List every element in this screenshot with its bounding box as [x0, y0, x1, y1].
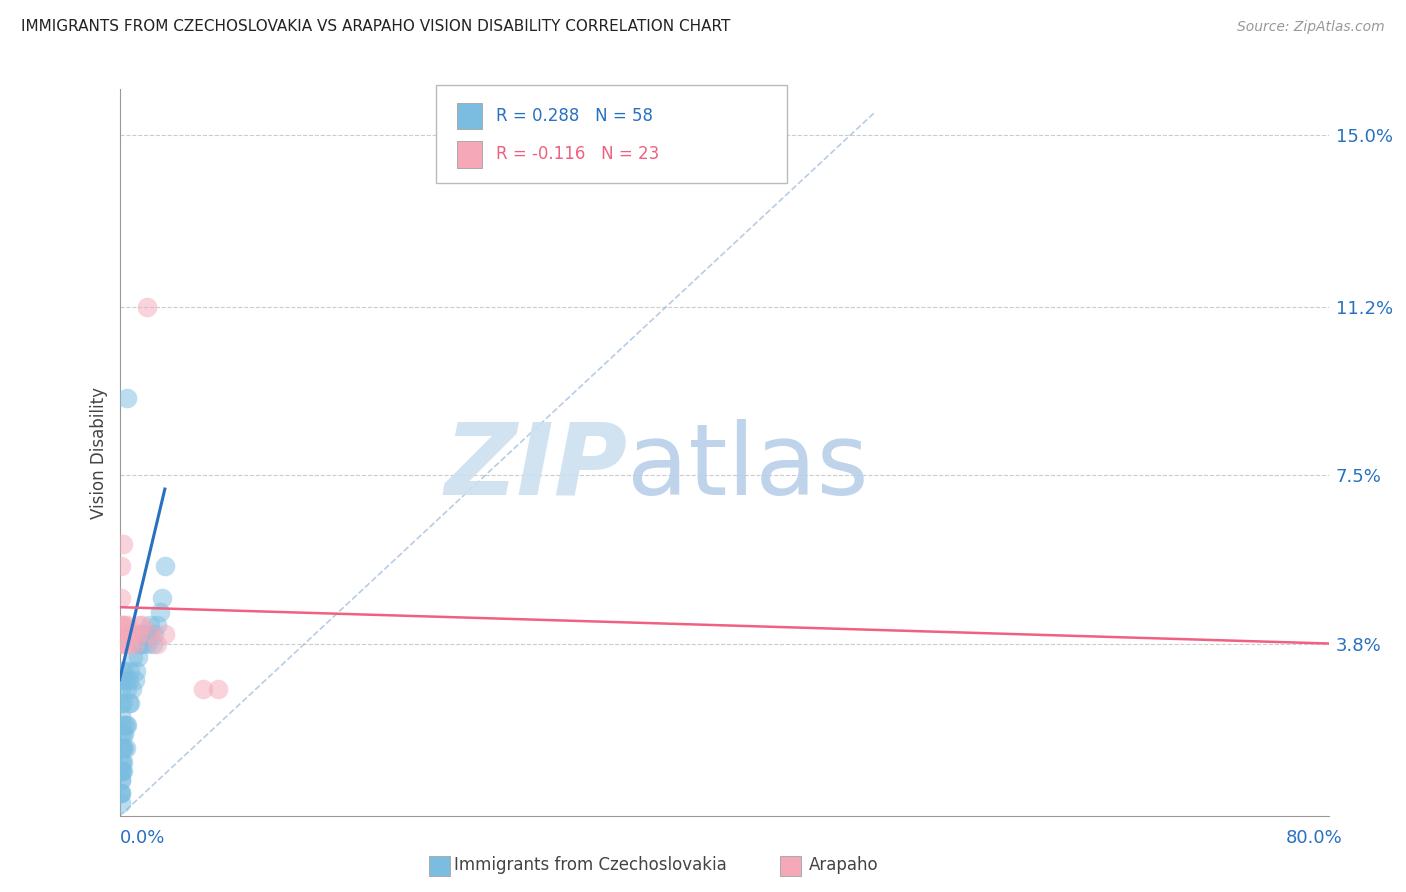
- Point: [120, 664, 142, 678]
- Point: [191, 681, 214, 696]
- Point: [124, 673, 146, 687]
- Point: [110, 664, 132, 678]
- Point: [111, 741, 134, 756]
- Point: [111, 741, 134, 756]
- Point: [150, 591, 173, 606]
- Point: [115, 718, 138, 732]
- Point: [128, 618, 150, 632]
- Text: Immigrants from Czechoslovakia: Immigrants from Czechoslovakia: [454, 855, 727, 873]
- Point: [110, 709, 132, 723]
- Point: [117, 673, 139, 687]
- Point: [121, 681, 143, 696]
- Point: [111, 696, 134, 710]
- Text: IMMIGRANTS FROM CZECHOSLOVAKIA VS ARAPAHO VISION DISABILITY CORRELATION CHART: IMMIGRANTS FROM CZECHOSLOVAKIA VS ARAPAH…: [21, 20, 731, 34]
- Point: [112, 741, 135, 756]
- Point: [120, 627, 142, 641]
- Point: [110, 787, 132, 801]
- Point: [110, 718, 132, 732]
- Point: [153, 627, 176, 641]
- Point: [138, 618, 162, 632]
- Point: [112, 727, 135, 741]
- Point: [111, 618, 134, 632]
- Point: [110, 796, 132, 810]
- Point: [110, 764, 132, 778]
- Text: Source: ZipAtlas.com: Source: ZipAtlas.com: [1237, 21, 1385, 34]
- Point: [110, 787, 132, 801]
- Point: [110, 764, 132, 778]
- Point: [111, 755, 134, 769]
- Point: [122, 650, 145, 665]
- Point: [110, 772, 132, 787]
- Point: [110, 591, 132, 606]
- Point: [124, 636, 146, 650]
- Text: Arapaho: Arapaho: [808, 855, 879, 873]
- Point: [128, 636, 150, 650]
- Point: [110, 727, 132, 741]
- Point: [125, 664, 148, 678]
- Y-axis label: Vision Disability: Vision Disability: [90, 387, 108, 518]
- Point: [114, 718, 136, 732]
- Point: [135, 300, 157, 314]
- Point: [142, 636, 165, 650]
- Point: [131, 636, 153, 650]
- Point: [110, 772, 132, 787]
- Point: [110, 636, 132, 650]
- Point: [111, 764, 134, 778]
- Point: [110, 764, 132, 778]
- Point: [111, 755, 134, 769]
- Point: [110, 741, 132, 756]
- Point: [129, 627, 152, 641]
- Point: [132, 627, 155, 641]
- Point: [131, 618, 153, 632]
- Point: [114, 673, 136, 687]
- Point: [138, 627, 162, 641]
- Point: [112, 718, 135, 732]
- Point: [135, 636, 157, 650]
- Text: R = 0.288   N = 58: R = 0.288 N = 58: [496, 107, 654, 125]
- Point: [115, 391, 138, 405]
- Point: [143, 627, 166, 641]
- Text: 0.0%: 0.0%: [120, 829, 165, 847]
- Point: [110, 696, 132, 710]
- Point: [110, 755, 132, 769]
- Point: [112, 664, 135, 678]
- Point: [207, 681, 229, 696]
- Text: ZIP: ZIP: [444, 418, 627, 516]
- Point: [146, 618, 169, 632]
- Point: [153, 559, 176, 574]
- Point: [111, 727, 134, 741]
- Point: [117, 696, 139, 710]
- Point: [127, 650, 149, 665]
- Point: [110, 673, 132, 687]
- Point: [115, 681, 138, 696]
- Point: [110, 618, 132, 632]
- Point: [110, 681, 132, 696]
- Point: [149, 605, 172, 619]
- Point: [136, 627, 159, 641]
- Point: [110, 787, 132, 801]
- Point: [127, 627, 149, 641]
- Point: [114, 741, 136, 756]
- Point: [121, 627, 143, 641]
- Point: [120, 696, 142, 710]
- Point: [110, 559, 132, 574]
- Point: [112, 618, 135, 632]
- Point: [111, 536, 134, 550]
- Text: R = -0.116   N = 23: R = -0.116 N = 23: [496, 145, 659, 163]
- Point: [111, 764, 134, 778]
- Point: [114, 636, 136, 650]
- Text: 80.0%: 80.0%: [1286, 829, 1343, 847]
- Text: atlas: atlas: [627, 418, 869, 516]
- Point: [146, 636, 169, 650]
- Point: [115, 618, 138, 632]
- Point: [117, 636, 139, 650]
- Point: [110, 636, 132, 650]
